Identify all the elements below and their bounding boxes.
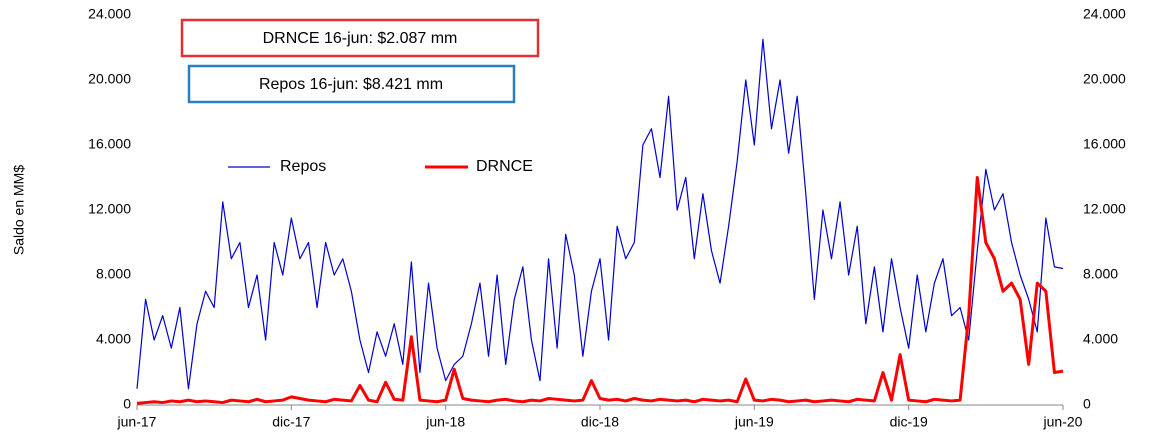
x-tick-label: dic-18 (581, 414, 619, 430)
y-tick-label: 4.000 (96, 331, 131, 347)
y2-tick-label: 12.000 (1083, 201, 1126, 217)
annotation-box (180, 18, 540, 58)
y-tick-label: 12.000 (88, 201, 131, 217)
annotation: DRNCE 16-jun: $2.087 mm (263, 30, 458, 47)
y2-tick-label: 20.000 (1083, 71, 1126, 87)
y-tick-label: 8.000 (96, 266, 131, 282)
series-line (136, 38, 1064, 390)
y2-tick-label: 24.000 (1083, 6, 1126, 22)
x-tick-label: dic-17 (272, 414, 310, 430)
legend-label: Repos (280, 158, 326, 175)
y-tick-label: 0 (123, 396, 131, 412)
x-tick-label: jun-19 (734, 414, 774, 430)
y2-tick-label: 0 (1083, 396, 1091, 412)
y-tick-label: 24.000 (88, 6, 131, 22)
x-tick-label: jun-18 (425, 414, 465, 430)
y2-tick-label: 8.000 (1083, 266, 1118, 282)
y-axis-label: Saldo en MM$ (11, 165, 27, 255)
y-tick-label: 20.000 (88, 71, 131, 87)
x-tick-label: jun-20 (1043, 414, 1083, 430)
x-tick-label: jun-17 (117, 414, 157, 430)
y2-tick-label: 16.000 (1083, 136, 1126, 152)
y2-tick-label: 4.000 (1083, 331, 1118, 347)
annotation-box (187, 64, 516, 104)
series-line (136, 176, 1064, 405)
x-tick-label: dic-19 (890, 414, 928, 430)
y-tick-label: 16.000 (88, 136, 131, 152)
annotation: Repos 16-jun: $8.421 mm (259, 76, 443, 93)
legend-label: DRNCE (476, 158, 533, 175)
